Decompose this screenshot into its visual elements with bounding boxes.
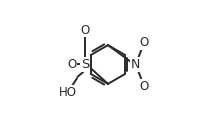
Text: O: O — [139, 80, 148, 93]
Text: HO: HO — [59, 86, 77, 99]
Text: S: S — [80, 58, 89, 71]
Text: O: O — [67, 58, 76, 71]
Text: O: O — [80, 24, 89, 37]
Text: O: O — [139, 36, 148, 49]
Text: N: N — [131, 58, 140, 71]
